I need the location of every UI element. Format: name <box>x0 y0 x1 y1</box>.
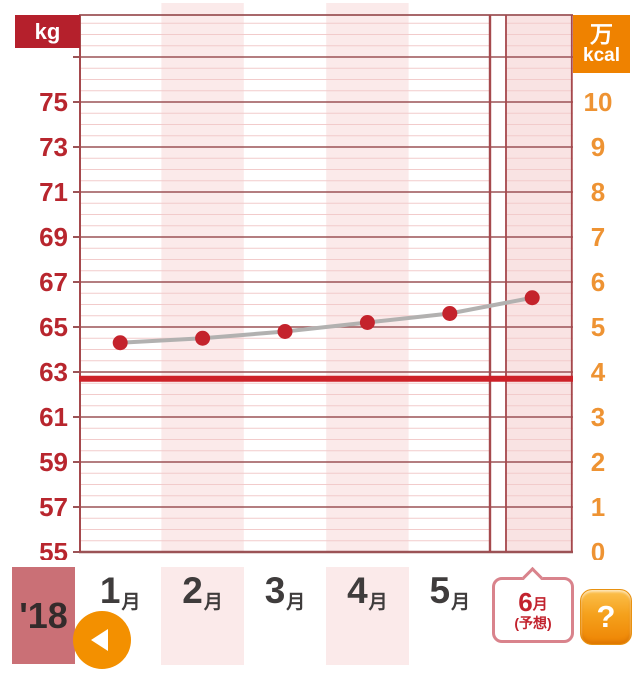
left-axis-tick-label: 55 <box>39 537 68 560</box>
month-unit: 月 <box>286 592 306 613</box>
right-axis-tick-label: 7 <box>591 222 605 252</box>
month-unit: 月 <box>203 592 223 613</box>
left-axis-tick-label: 63 <box>39 357 68 387</box>
right-axis-tick-label: 2 <box>591 447 605 477</box>
previous-period-button[interactable] <box>73 611 131 669</box>
left-axis-unit-box: kg <box>15 15 80 48</box>
month-number: 5 <box>429 570 451 611</box>
right-axis-tick-label: 8 <box>591 177 605 207</box>
forecast-month-number: 6 <box>518 586 533 617</box>
data-point <box>524 290 540 306</box>
data-point <box>277 324 293 339</box>
bubble-notch <box>521 566 544 589</box>
left-axis-tick-label: 65 <box>39 312 68 342</box>
weight-trend-line <box>118 295 535 345</box>
left-axis-tick-label: 59 <box>39 447 68 477</box>
forecast-note-label: (予想) <box>514 614 552 631</box>
left-axis-tick-label: 69 <box>39 222 68 252</box>
right-axis-unit-box: 万 kcal <box>573 15 630 73</box>
right-axis-tick-label: 0 <box>591 537 605 560</box>
left-axis-tick-label: 75 <box>39 87 68 117</box>
right-axis-tick-label: 4 <box>591 357 606 387</box>
forecast-month-bubble[interactable]: 6 月 (予想) <box>492 566 574 643</box>
data-point <box>442 306 458 321</box>
right-axis-tick-label: 10 <box>584 87 613 117</box>
right-axis-tick-label: 1 <box>591 492 605 522</box>
year-label: '18 <box>12 567 75 664</box>
right-axis-tick-label: 3 <box>591 402 605 432</box>
kg-unit-label: kg <box>34 18 61 44</box>
data-point <box>195 330 211 346</box>
left-axis-tick-label: 67 <box>39 267 68 297</box>
month-stripe <box>161 3 244 552</box>
question-mark-icon: ? <box>596 599 616 634</box>
left-axis-tick-label: 57 <box>39 492 68 522</box>
right-axis-tick-label: 5 <box>591 312 605 342</box>
month-unit: 月 <box>368 592 388 613</box>
left-axis-tick-label: 73 <box>39 132 68 162</box>
data-point <box>112 335 128 351</box>
month-number: 3 <box>264 570 286 611</box>
data-point <box>359 315 375 330</box>
left-axis-tick-label: 71 <box>39 177 68 207</box>
month-number: 4 <box>347 570 368 611</box>
forecast-month-label: 6 月 <box>518 589 547 615</box>
month-number: 2 <box>182 570 203 611</box>
month-unit: 月 <box>451 592 471 613</box>
kcal-unit-label: kcal <box>583 45 620 67</box>
month-unit: 月 <box>121 592 141 613</box>
month-stripe <box>326 3 409 552</box>
help-button[interactable]: ? <box>580 589 632 645</box>
man-unit-label: 万 <box>590 20 613 47</box>
right-axis-tick-label: 9 <box>591 132 605 162</box>
forecast-stripe <box>505 16 573 552</box>
month-number: 1 <box>99 570 121 611</box>
right-axis-tick-label: 6 <box>591 267 605 297</box>
year-label-text: '18 <box>19 594 68 636</box>
forecast-month-unit: 月 <box>532 595 548 613</box>
left-axis-tick-label: 61 <box>39 402 68 432</box>
left-arrow-icon <box>91 629 108 651</box>
